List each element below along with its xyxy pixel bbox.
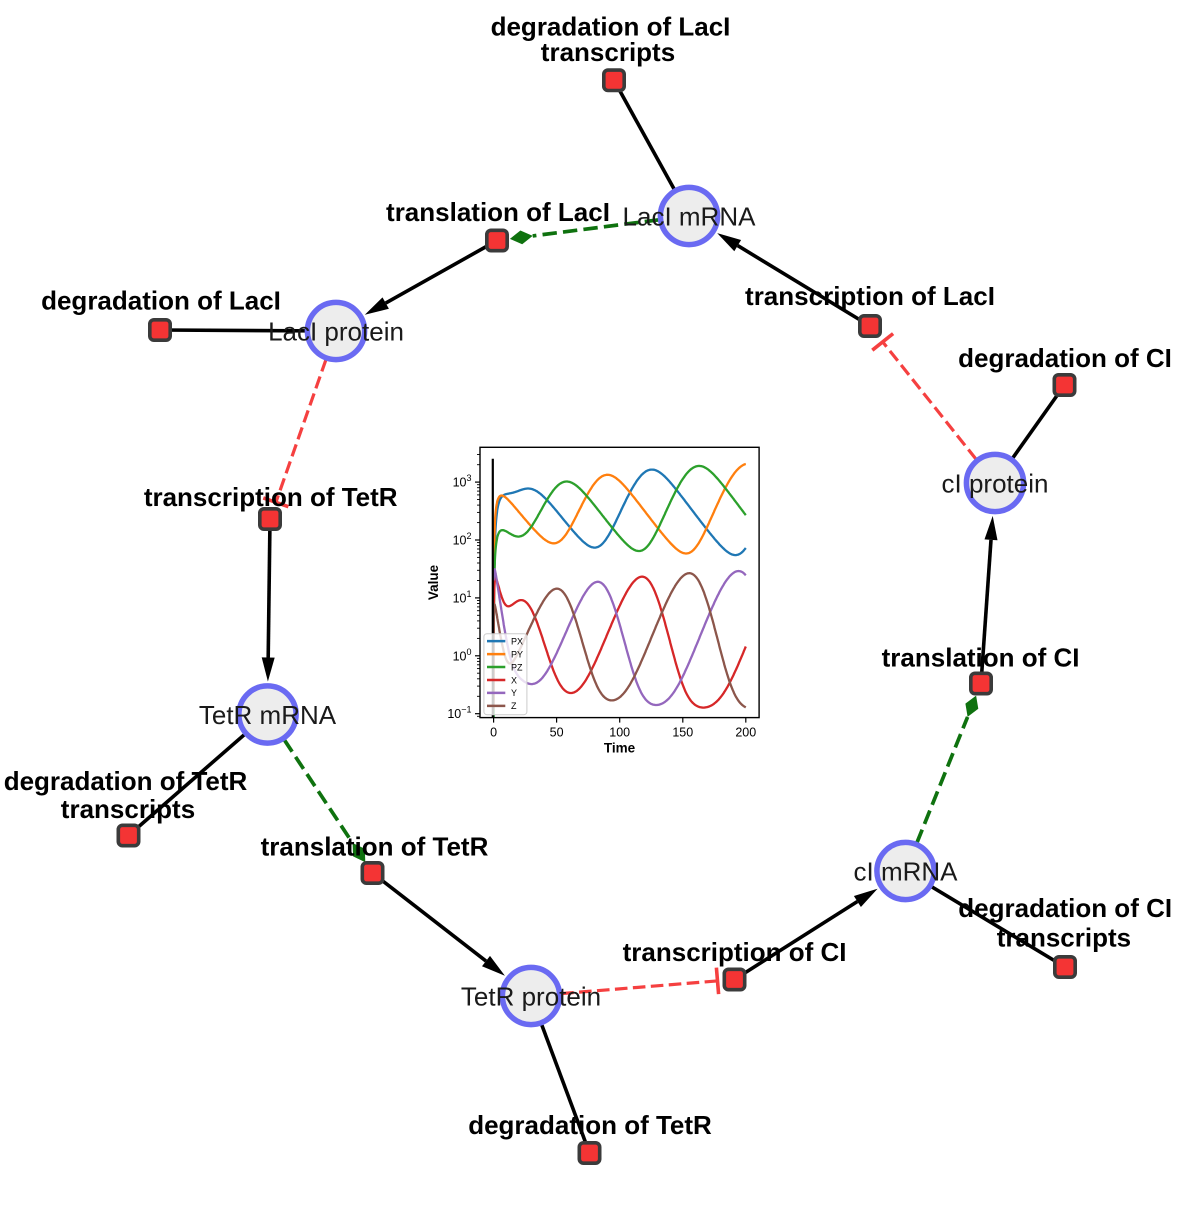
svg-text:transcripts: transcripts xyxy=(541,37,675,67)
svg-text:Y: Y xyxy=(511,688,517,698)
svg-text:cI mRNA: cI mRNA xyxy=(854,856,959,886)
svg-text:translation of TetR: translation of TetR xyxy=(261,832,489,862)
svg-text:cI protein: cI protein xyxy=(942,468,1049,498)
svg-text:degradation of LacI: degradation of LacI xyxy=(41,285,281,315)
svg-text:PY: PY xyxy=(511,649,523,659)
svg-text:transcription of LacI: transcription of LacI xyxy=(745,281,995,311)
svg-text:X: X xyxy=(511,675,517,685)
svg-text:TetR mRNA: TetR mRNA xyxy=(199,700,337,730)
svg-text:0: 0 xyxy=(490,726,497,740)
svg-text:100: 100 xyxy=(609,726,630,740)
svg-text:PX: PX xyxy=(511,636,523,646)
svg-text:degradation of TetR: degradation of TetR xyxy=(468,1110,712,1140)
svg-text:200: 200 xyxy=(735,726,756,740)
svg-text:PZ: PZ xyxy=(511,662,523,672)
svg-text:transcription of CI: transcription of CI xyxy=(623,937,847,967)
svg-text:translation of CI: translation of CI xyxy=(882,643,1080,673)
svg-text:Z: Z xyxy=(511,701,517,711)
svg-text:transcription of TetR: transcription of TetR xyxy=(144,482,398,512)
svg-text:degradation of CI: degradation of CI xyxy=(958,343,1172,373)
svg-text:translation of LacI: translation of LacI xyxy=(386,197,610,227)
svg-text:50: 50 xyxy=(550,726,564,740)
svg-text:transcripts: transcripts xyxy=(61,794,195,824)
svg-text:Value: Value xyxy=(426,564,441,600)
svg-text:transcripts: transcripts xyxy=(997,923,1131,953)
svg-text:150: 150 xyxy=(672,726,693,740)
svg-text:TetR protein: TetR protein xyxy=(461,981,601,1011)
svg-text:LacI mRNA: LacI mRNA xyxy=(623,201,757,231)
svg-text:LacI protein: LacI protein xyxy=(268,316,404,346)
svg-text:degradation of CI: degradation of CI xyxy=(958,893,1172,923)
svg-text:degradation of LacI: degradation of LacI xyxy=(491,11,731,41)
svg-text:Time: Time xyxy=(604,741,636,756)
svg-text:degradation of TetR: degradation of TetR xyxy=(4,766,248,796)
